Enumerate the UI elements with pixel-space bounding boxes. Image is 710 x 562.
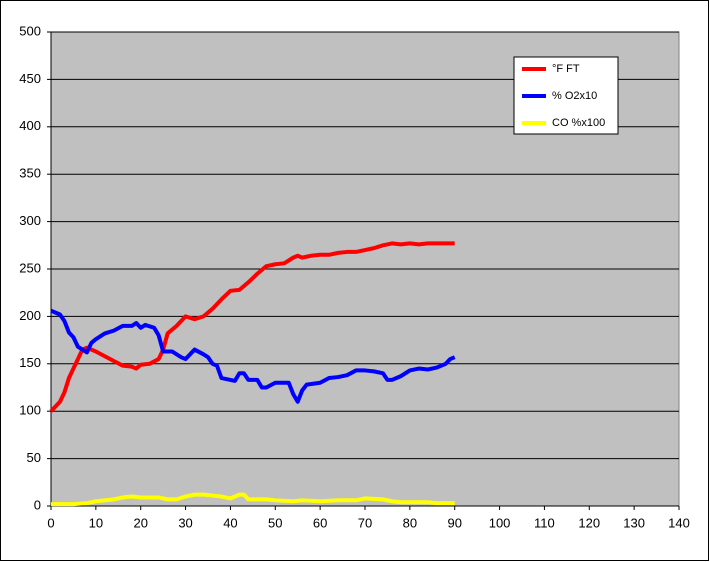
x-tick-label: 0 [47, 515, 54, 530]
data-line [49, 241, 455, 413]
legend: °F FT % O2x10 CO %x100 [513, 56, 619, 135]
y-tick-label: 50 [27, 450, 41, 465]
legend-label: CO %x100 [552, 117, 605, 129]
data-line [50, 308, 456, 404]
x-tick-label: 100 [489, 515, 511, 530]
x-tick-label: 130 [623, 515, 645, 530]
x-tick-label: 50 [268, 515, 282, 530]
y-tick-label: 0 [34, 497, 41, 512]
x-tick-label: 40 [223, 515, 237, 530]
legend-label: °F FT [552, 63, 580, 75]
x-tick-label: 60 [313, 515, 327, 530]
data-line [51, 492, 455, 507]
legend-label: % O2x10 [552, 90, 597, 102]
y-tick-label: 200 [19, 308, 41, 323]
y-tick-label: 450 [19, 71, 41, 86]
x-tick-label: 80 [403, 515, 417, 530]
y-tick-label: 500 [19, 23, 41, 38]
y-tick-label: 300 [19, 213, 41, 228]
x-tick-label: 90 [447, 515, 461, 530]
y-tick-label: 350 [19, 166, 41, 181]
x-tick-label: 20 [133, 515, 147, 530]
x-tick-label: 120 [578, 515, 600, 530]
x-tick-label: 140 [668, 515, 690, 530]
x-tick-label: 110 [534, 515, 555, 530]
x-tick-label: 30 [178, 515, 192, 530]
y-tick-label: 400 [19, 118, 41, 133]
y-tick-label: 150 [19, 355, 41, 370]
y-tick-label: 250 [19, 260, 41, 275]
x-tick-label: 70 [358, 515, 372, 530]
y-tick-label: 100 [19, 403, 41, 418]
x-tick-label: 10 [89, 515, 103, 530]
